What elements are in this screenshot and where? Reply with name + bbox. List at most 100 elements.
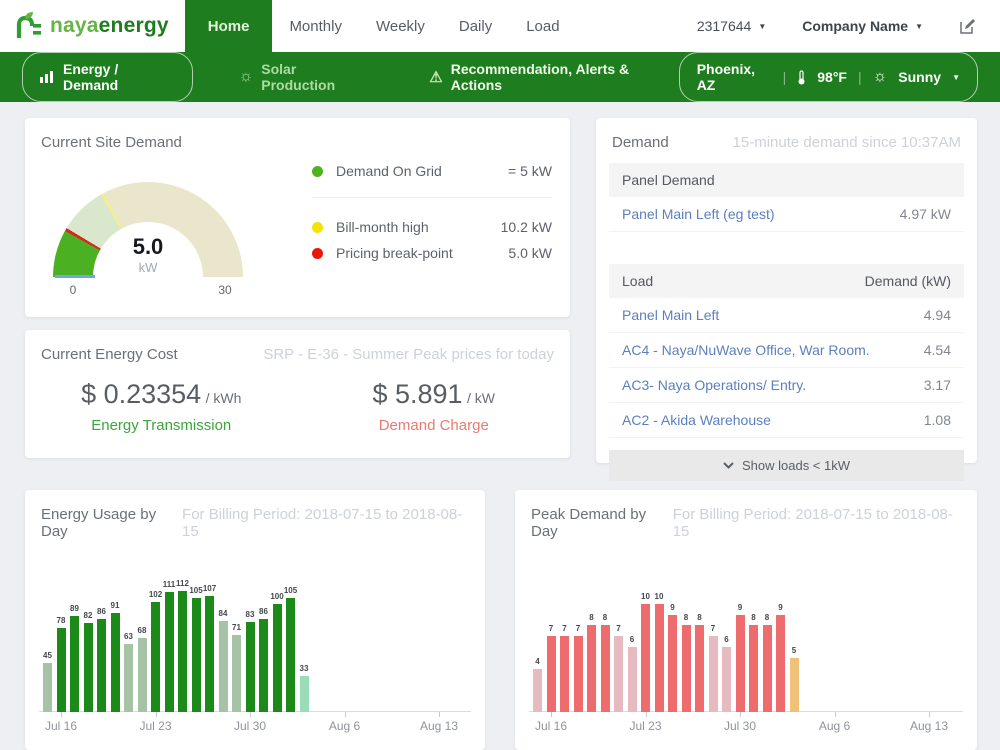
main-content: Current Site Demand 5.0 kW 0 30	[0, 102, 1000, 750]
bar	[151, 601, 160, 712]
load-link[interactable]: AC3- Naya Operations/ Entry.	[622, 377, 807, 393]
solar-production-link[interactable]: ☼ Solar Production	[238, 61, 336, 93]
load-column-header: Load	[622, 273, 654, 289]
bar	[299, 676, 309, 712]
tab-load[interactable]: Load	[526, 17, 560, 35]
bar-value-label: 33	[299, 664, 309, 674]
bar	[259, 618, 268, 712]
demand-column-header: Demand (kW)	[864, 273, 951, 289]
account-dropdown[interactable]: 2317644 ▼	[697, 18, 766, 34]
bar	[97, 618, 106, 712]
tab-home[interactable]: Home	[184, 0, 273, 52]
logo-text-dark: energy	[98, 14, 169, 37]
bar	[654, 603, 664, 712]
recommendation-alerts-link[interactable]: ⚠ Recommendation, Alerts & Actions	[429, 61, 630, 93]
bar	[573, 636, 583, 712]
tab-daily[interactable]: Daily	[458, 17, 493, 35]
chart-subtitle: For Billing Period: 2018-07-15 to 2018-0…	[182, 506, 463, 540]
logo-text-light: naya	[50, 14, 99, 37]
panel-link[interactable]: Panel Main Left (eg test)	[622, 206, 775, 222]
axis-tick	[551, 712, 552, 717]
bar-value-label: 71	[232, 623, 241, 633]
energy-demand-button[interactable]: Energy / Demand	[22, 52, 193, 102]
bar-value-label: 8	[683, 613, 689, 623]
gauge-unit: kW	[138, 260, 158, 275]
bar-chart-icon	[40, 71, 54, 83]
load-table-header: Load Demand (kW)	[609, 264, 964, 298]
axis-tick-label: Jul 30	[233, 719, 267, 733]
temperature: 98°F	[817, 69, 847, 85]
gauge-baseline	[55, 275, 95, 278]
axis-tick-label: Jul 16	[534, 719, 568, 733]
bar	[789, 657, 799, 712]
bar	[735, 614, 745, 712]
load-link[interactable]: Panel Main Left	[622, 307, 720, 323]
current-site-demand-card: Current Site Demand 5.0 kW 0 30	[25, 118, 570, 317]
bar-value-label: 9	[778, 602, 783, 612]
bar-value-label: 102	[148, 589, 163, 599]
bar	[668, 614, 677, 712]
chart-title: Peak Demand by Day	[531, 506, 647, 540]
demand-gauge: 5.0 kW 0 30	[53, 182, 243, 297]
axis-tick	[155, 712, 157, 717]
chevron-down-icon: ▼	[915, 21, 923, 31]
axis-tick	[929, 712, 930, 717]
legend-item-bill-month-high: Bill-month high 10.2 kW	[312, 214, 552, 240]
account-id: 2317644	[696, 18, 752, 34]
bar-value-label: 112	[176, 578, 189, 588]
cost-label: Energy Transmission	[91, 417, 232, 434]
tab-monthly[interactable]: Monthly	[289, 17, 342, 35]
bar-value-label: 91	[110, 601, 120, 611]
axis-tick	[344, 712, 346, 717]
gauge-legend: Demand On Grid = 5 kW Bill-month high 10…	[312, 158, 552, 266]
table-row: AC4 - Naya/NuWave Office, War Room. 4.54	[609, 333, 964, 368]
logo-text: nayaenergy	[50, 14, 169, 38]
thermometer-icon	[797, 69, 806, 85]
chevron-down-icon: ▼	[758, 21, 767, 31]
card-title: Current Energy Cost	[41, 346, 178, 363]
axis-tick-label: Jul 23	[629, 719, 662, 733]
bar	[722, 647, 731, 712]
weather-location: Phoenix, AZ	[696, 61, 756, 93]
bar-value-label: 83	[245, 610, 255, 620]
bar	[627, 647, 637, 712]
demand-card: Demand 15-minute demand since 10:37AM Pa…	[596, 118, 977, 481]
weather-widget[interactable]: Phoenix, AZ | 98°F | ☼ Sunny ▼	[678, 52, 978, 102]
bar-value-label: 105	[189, 586, 203, 596]
axis-tick-label: Jul 30	[723, 719, 757, 733]
demand-charge-cost: $ 5.891 / kW Demand Charge	[298, 379, 571, 434]
peak-demand-chart-card: Peak Demand by Day For Billing Period: 2…	[515, 490, 977, 750]
logo[interactable]: nayaenergy	[0, 0, 185, 52]
bar	[124, 643, 133, 712]
edit-icon[interactable]	[959, 18, 976, 35]
bar	[110, 613, 120, 712]
bar	[641, 603, 650, 712]
bar-value-label: 7	[616, 624, 621, 634]
gauge-min-label: 0	[69, 283, 77, 297]
bar-value-label: 8	[602, 613, 608, 623]
bar	[56, 627, 66, 712]
company-dropdown[interactable]: Company Name ▼	[802, 18, 923, 34]
tab-weekly[interactable]: Weekly	[375, 17, 425, 35]
bar	[600, 625, 610, 712]
bar-value-label: 100	[270, 591, 284, 601]
peak-demand-chart: 4 7 7 7 8 8 7 6 10 10 9 8 8 7 6 9 8 8 9 5 Jul 16 Jul 23 Jul 30…	[529, 550, 963, 733]
x-axis	[39, 711, 471, 712]
sub-navbar: Energy / Demand ☼ Solar Production ⚠ Rec…	[0, 52, 1000, 102]
show-loads-button[interactable]: Show loads < 1kW	[609, 450, 964, 481]
bar	[695, 625, 704, 712]
axis-tick-label: Aug 13	[909, 719, 949, 733]
bar-value-label: 89	[70, 603, 79, 613]
bar	[70, 615, 79, 712]
bar	[560, 636, 569, 712]
axis-tick	[740, 712, 741, 717]
bar-value-label: 111	[162, 579, 176, 589]
axis-tick-label: Aug 6	[818, 719, 851, 733]
cost-label: Demand Charge	[378, 417, 489, 434]
bar-value-label: 63	[124, 631, 133, 641]
load-link[interactable]: AC4 - Naya/NuWave Office, War Room.	[622, 342, 870, 358]
panel-demand-header: Panel Demand	[609, 163, 964, 197]
load-link[interactable]: AC2 - Akida Warehouse	[622, 412, 771, 428]
bar	[749, 625, 758, 712]
bar-value-label: 8	[751, 613, 756, 623]
